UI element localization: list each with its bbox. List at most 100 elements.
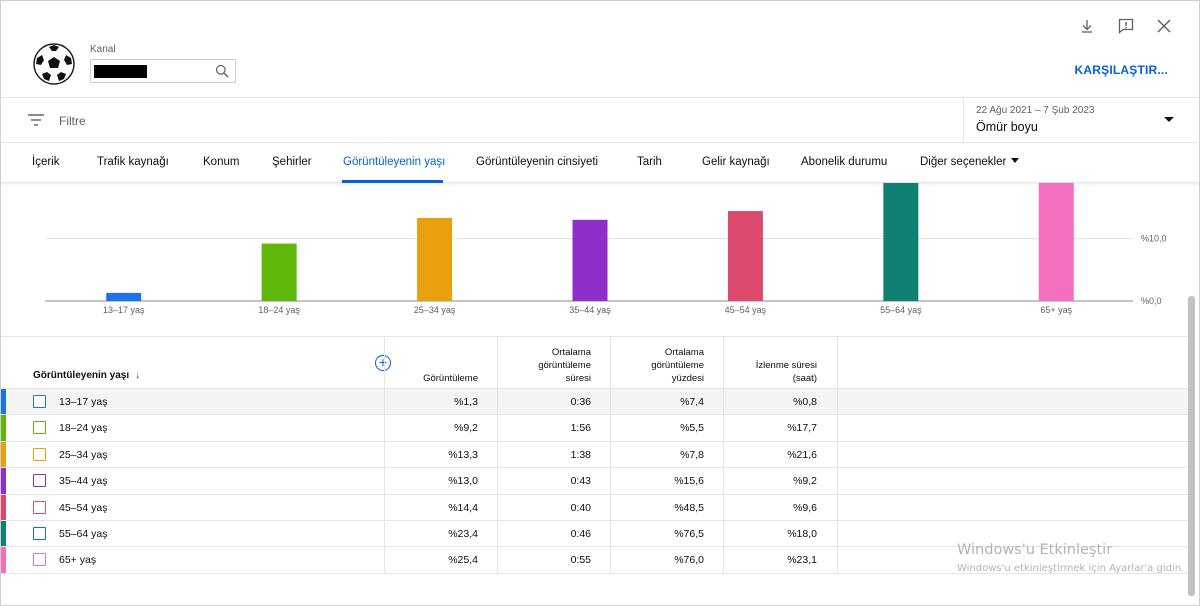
channel-avatar-soccer-ball-icon[interactable] [32, 42, 76, 86]
filter-icon[interactable] [28, 113, 44, 127]
row-checkbox[interactable] [33, 474, 46, 488]
cell-views: %23,4 [448, 527, 478, 540]
row-checkbox[interactable] [33, 553, 46, 567]
column-header-watch-time[interactable]: İzlenme süresi (saat) [724, 337, 817, 389]
column-divider [723, 494, 724, 520]
column-header-text: yüzdesi [671, 373, 704, 384]
search-icon[interactable] [215, 64, 229, 78]
column-header-avg-duration[interactable]: Ortalama görüntüleme süresi [498, 337, 591, 389]
table-row[interactable]: 65+ yaş %25,4 0:55 %76,0 %23,1 [1, 547, 1189, 574]
tab-cities[interactable]: Şehirler [272, 156, 312, 168]
row-checkbox[interactable] [33, 447, 46, 461]
row-age-label: 25–34 yaş [59, 448, 108, 461]
cell-views: %9,2 [454, 422, 478, 435]
table-row[interactable]: 35–44 yaş %13,0 0:43 %15,6 %9,2 [1, 468, 1189, 495]
vertical-scrollbar[interactable] [1188, 296, 1195, 596]
column-header-avg-percent[interactable]: Ortalama görüntüleme yüzdesi [611, 337, 704, 389]
column-divider [610, 547, 611, 573]
row-checkbox[interactable] [33, 395, 46, 408]
column-header-age-label: Görüntüleyenin yaşı [33, 370, 130, 381]
cell-views: %25,4 [448, 554, 478, 567]
column-header-age[interactable]: Görüntüleyenin yaşı ↓ [33, 370, 140, 381]
table-row[interactable]: 55–64 yaş %23,4 0:46 %76,5 %18,0 [1, 520, 1189, 548]
tab-revenue-source[interactable]: Gelir kaynağı [702, 156, 770, 168]
close-icon[interactable] [1155, 17, 1173, 35]
cell-watch-time: %18,0 [787, 527, 817, 540]
x-tick-label: 18–24 yaş [258, 305, 300, 315]
column-divider [723, 520, 724, 547]
tab-viewer-age[interactable]: Görüntüleyenin yaşı [343, 156, 446, 168]
column-header-text: görüntüleme [538, 360, 591, 371]
tab-content[interactable]: İçerik [32, 156, 60, 168]
tab-viewer-gender[interactable]: Görüntüleyenin cinsiyeti [476, 156, 599, 168]
feedback-icon[interactable] [1117, 17, 1135, 35]
column-divider [497, 547, 498, 573]
column-divider [497, 441, 498, 468]
tab-traffic-source[interactable]: Trafik kaynağı [97, 156, 169, 168]
redacted-channel-name [94, 65, 147, 78]
cell-views: %14,4 [448, 501, 478, 514]
row-color-marker [1, 468, 6, 494]
table-row[interactable]: 45–54 yaş %14,4 0:40 %48,5 %9,6 [1, 494, 1189, 521]
download-icon[interactable] [1078, 17, 1096, 35]
bar-1 [106, 292, 142, 301]
table-row[interactable]: 25–34 yaş %13,3 1:38 %7,8 %21,6 [1, 441, 1189, 469]
table-body: 13–17 yaş %1,3 0:36 %7,4 %0,8 18–24 yaş %9,2 1:… [1, 389, 1189, 574]
tab-location[interactable]: Konum [203, 156, 240, 168]
filter-input[interactable]: Filtre [59, 114, 86, 128]
column-divider [384, 415, 385, 441]
column-header-text: (saat) [792, 373, 817, 384]
row-age-label: 45–54 yaş [59, 501, 108, 514]
column-divider [497, 520, 498, 547]
bar-chart-svg: %10,0 %0,0 13–17 yaş 18–24 yaş 25–34 yaş 35–4… [45, 183, 1167, 315]
cell-watch-time: %21,6 [787, 448, 817, 461]
cell-avg-duration: 0:43 [570, 475, 591, 488]
tab-more-options[interactable]: Diğer seçenekler [920, 156, 1020, 168]
row-checkbox[interactable] [33, 500, 46, 514]
column-divider [723, 468, 724, 494]
row-checkbox[interactable] [33, 526, 46, 540]
sort-down-arrow-icon[interactable]: ↓ [135, 370, 141, 381]
cell-avg-duration: 0:36 [570, 396, 591, 408]
cell-avg-percent: %48,5 [674, 501, 704, 514]
cell-watch-time: %9,6 [793, 501, 817, 514]
column-divider [837, 441, 838, 468]
add-column-plus-icon[interactable]: + [375, 355, 391, 371]
cell-avg-duration: 1:38 [570, 448, 591, 461]
column-divider [497, 389, 498, 415]
cell-views: %1,3 [454, 396, 478, 408]
chevron-down-icon [1011, 158, 1020, 163]
chevron-down-icon[interactable] [1164, 117, 1174, 122]
row-color-marker [1, 441, 6, 468]
column-divider [384, 337, 385, 389]
cell-watch-time: %23,1 [787, 554, 817, 567]
date-range-selector[interactable]: 22 Ağu 2021 – 7 Şub 2023 Ömür boyu [963, 98, 1188, 142]
cell-avg-duration: 0:55 [570, 554, 591, 567]
column-header-text: görüntüleme [651, 360, 704, 371]
column-header-text: İzlenme süresi [755, 360, 817, 371]
watermark-title: Windows'u Etkinleştir [957, 542, 1113, 558]
column-divider [610, 468, 611, 494]
column-header-views-label: Görüntüleme [423, 373, 478, 384]
column-divider [384, 468, 385, 494]
tab-date[interactable]: Tarih [637, 156, 662, 168]
column-divider [723, 389, 724, 415]
tab-subscription-status[interactable]: Abonelik durumu [801, 156, 888, 168]
y-tick-label: %10,0 [1141, 234, 1167, 244]
column-divider [497, 468, 498, 494]
column-divider [610, 415, 611, 441]
column-divider [497, 494, 498, 520]
column-divider [837, 415, 838, 441]
filter-bar: Filtre 22 Ağu 2021 – 7 Şub 2023 Ömür boy… [1, 98, 1200, 143]
channel-search-field[interactable] [90, 59, 236, 83]
compare-button[interactable]: KARŞILAŞTIR... [1074, 63, 1168, 77]
table-row[interactable]: 18–24 yaş %9,2 1:56 %5,5 %17,7 [1, 415, 1189, 442]
column-header-views[interactable]: Görüntüleme [385, 337, 478, 389]
cell-avg-duration: 1:56 [570, 422, 591, 435]
column-divider [384, 389, 385, 415]
table-row[interactable]: 13–17 yaş %1,3 0:36 %7,4 %0,8 [1, 389, 1189, 416]
row-checkbox[interactable] [33, 421, 46, 435]
channel-label: Kanal [90, 44, 116, 55]
row-color-marker [1, 520, 6, 547]
